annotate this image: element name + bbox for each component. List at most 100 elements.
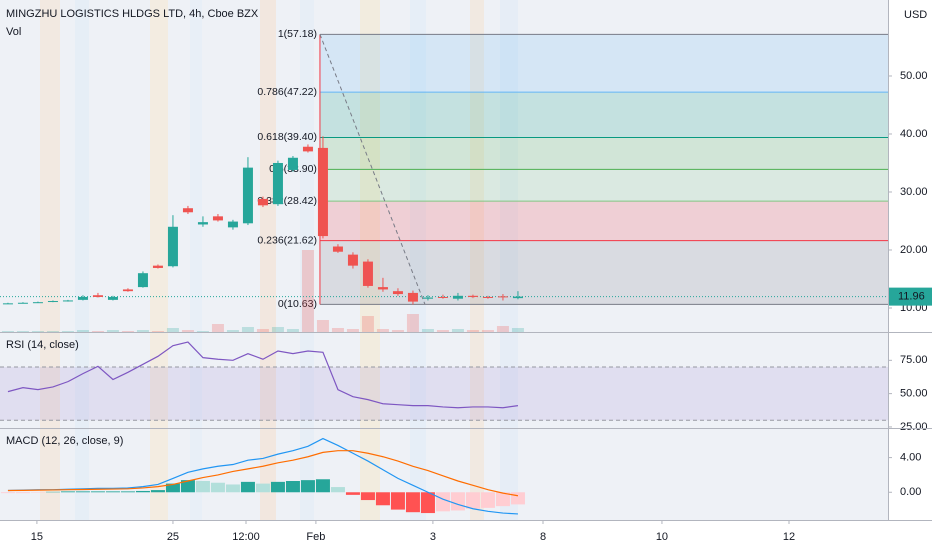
candle-body [122,289,133,292]
x-tick-label: 8 [540,531,546,543]
histogram-bar [165,483,180,493]
histogram-bar [120,491,135,493]
fib-label: 0(10.63) [278,298,317,310]
session-stripe [260,0,276,520]
histogram-bar [75,491,90,493]
histogram-bar [465,492,480,509]
chart-title: MINGZHU LOGISTICS HLDGS LTD, 4h, Cboe BZ… [6,8,259,20]
volume-bar [481,330,494,332]
candle-body [47,301,58,303]
volume-bar [301,250,314,332]
histogram-bar [105,491,120,493]
candle-body [332,246,343,252]
x-tick-label: 12 [783,531,795,543]
histogram-bar [255,483,270,493]
candle-body [242,167,253,224]
candle-body [452,295,463,299]
y-tick-label: 30.00 [900,186,928,198]
volume-bar [121,331,134,332]
candle-body [302,146,313,152]
x-tick-label: 25 [167,531,179,543]
volume-bar [316,320,329,332]
candle-body [212,216,223,221]
histogram-bar [240,481,255,493]
candle-body [92,295,103,297]
volume-bar [331,328,344,332]
y-tick-label: 20.00 [900,244,928,256]
candle-body [467,295,478,297]
candle-body [287,157,298,170]
histogram-bar [0,492,15,494]
candle-body [17,302,28,304]
last-price-label: 11.96 [898,291,925,303]
macd-title: MACD (12, 26, close, 9) [6,435,123,447]
volume-bar [181,330,194,332]
rsi-panel: 75.00 50.00 25.00 [0,341,928,433]
histogram-bar [495,492,510,507]
candle-body [2,303,13,305]
x-tick-label: Feb [306,531,325,543]
macd-panel: 4.00 0.00 15 25 12:00 Feb 3 8 10 12 [0,437,921,543]
session-stripe [500,0,518,520]
volume-bar [286,329,299,332]
fib-band [319,137,888,170]
session-stripes [40,0,518,520]
rsi-band [0,366,888,421]
histogram-bar [435,492,450,512]
price-panel: 1(57.18)0.786(47.22)0.618(39.40)0.5(33.9… [0,28,932,332]
fib-label: 0.618(39.40) [257,131,317,143]
volume-bar [376,329,389,332]
volume-bar [466,330,479,332]
rsi-line [7,341,519,409]
rsi-title: RSI (14, close) [6,339,79,351]
volume-bar [361,316,374,332]
currency-label: USD [904,9,927,21]
histogram-bar [375,492,390,506]
y-tick-label: 75.00 [900,354,928,366]
volume-bar [511,328,524,332]
fib-label: 1(57.18) [278,28,317,40]
candle-body [482,296,493,298]
y-tick-label: 40.00 [900,128,928,140]
volume-bar [151,331,164,332]
session-stripe [150,0,168,520]
histogram-bar [360,492,375,501]
candle-body [347,254,358,266]
candle-body [497,296,508,298]
volume-bar [106,330,119,332]
session-stripe [75,0,89,520]
candle-body [152,265,163,268]
candle-body [227,221,238,228]
last-price-box [888,287,932,306]
fib-trend [319,34,426,305]
candle-body [362,261,373,286]
histogram-bar [60,491,75,493]
volume-bar [406,314,419,332]
candle-body [272,162,283,205]
volume-bar [271,327,284,332]
volume-label: Vol [6,26,21,38]
candle-body [437,296,448,298]
histogram-bar [300,480,315,493]
fib-band [319,34,888,93]
session-stripe [410,0,426,520]
session-stripe [40,0,60,520]
candle-body [317,147,328,237]
histogram-bar [135,490,150,493]
fib-band [319,169,888,202]
volume-bar [46,331,59,332]
candle-body [107,296,118,300]
candle-body [137,273,148,288]
x-tick-label: 15 [31,531,43,543]
fib-label: 0.786(47.22) [257,86,317,98]
histogram-bar [345,492,360,495]
histogram-bar [270,481,285,493]
volume-bar [136,330,149,332]
histogram-bar [405,492,420,513]
fib-band [319,92,888,138]
histogram-bar [480,492,495,508]
session-stripe [190,0,202,520]
session-stripe [360,0,380,520]
y-tick-label: 4.00 [900,452,921,464]
candle-body [167,226,178,267]
